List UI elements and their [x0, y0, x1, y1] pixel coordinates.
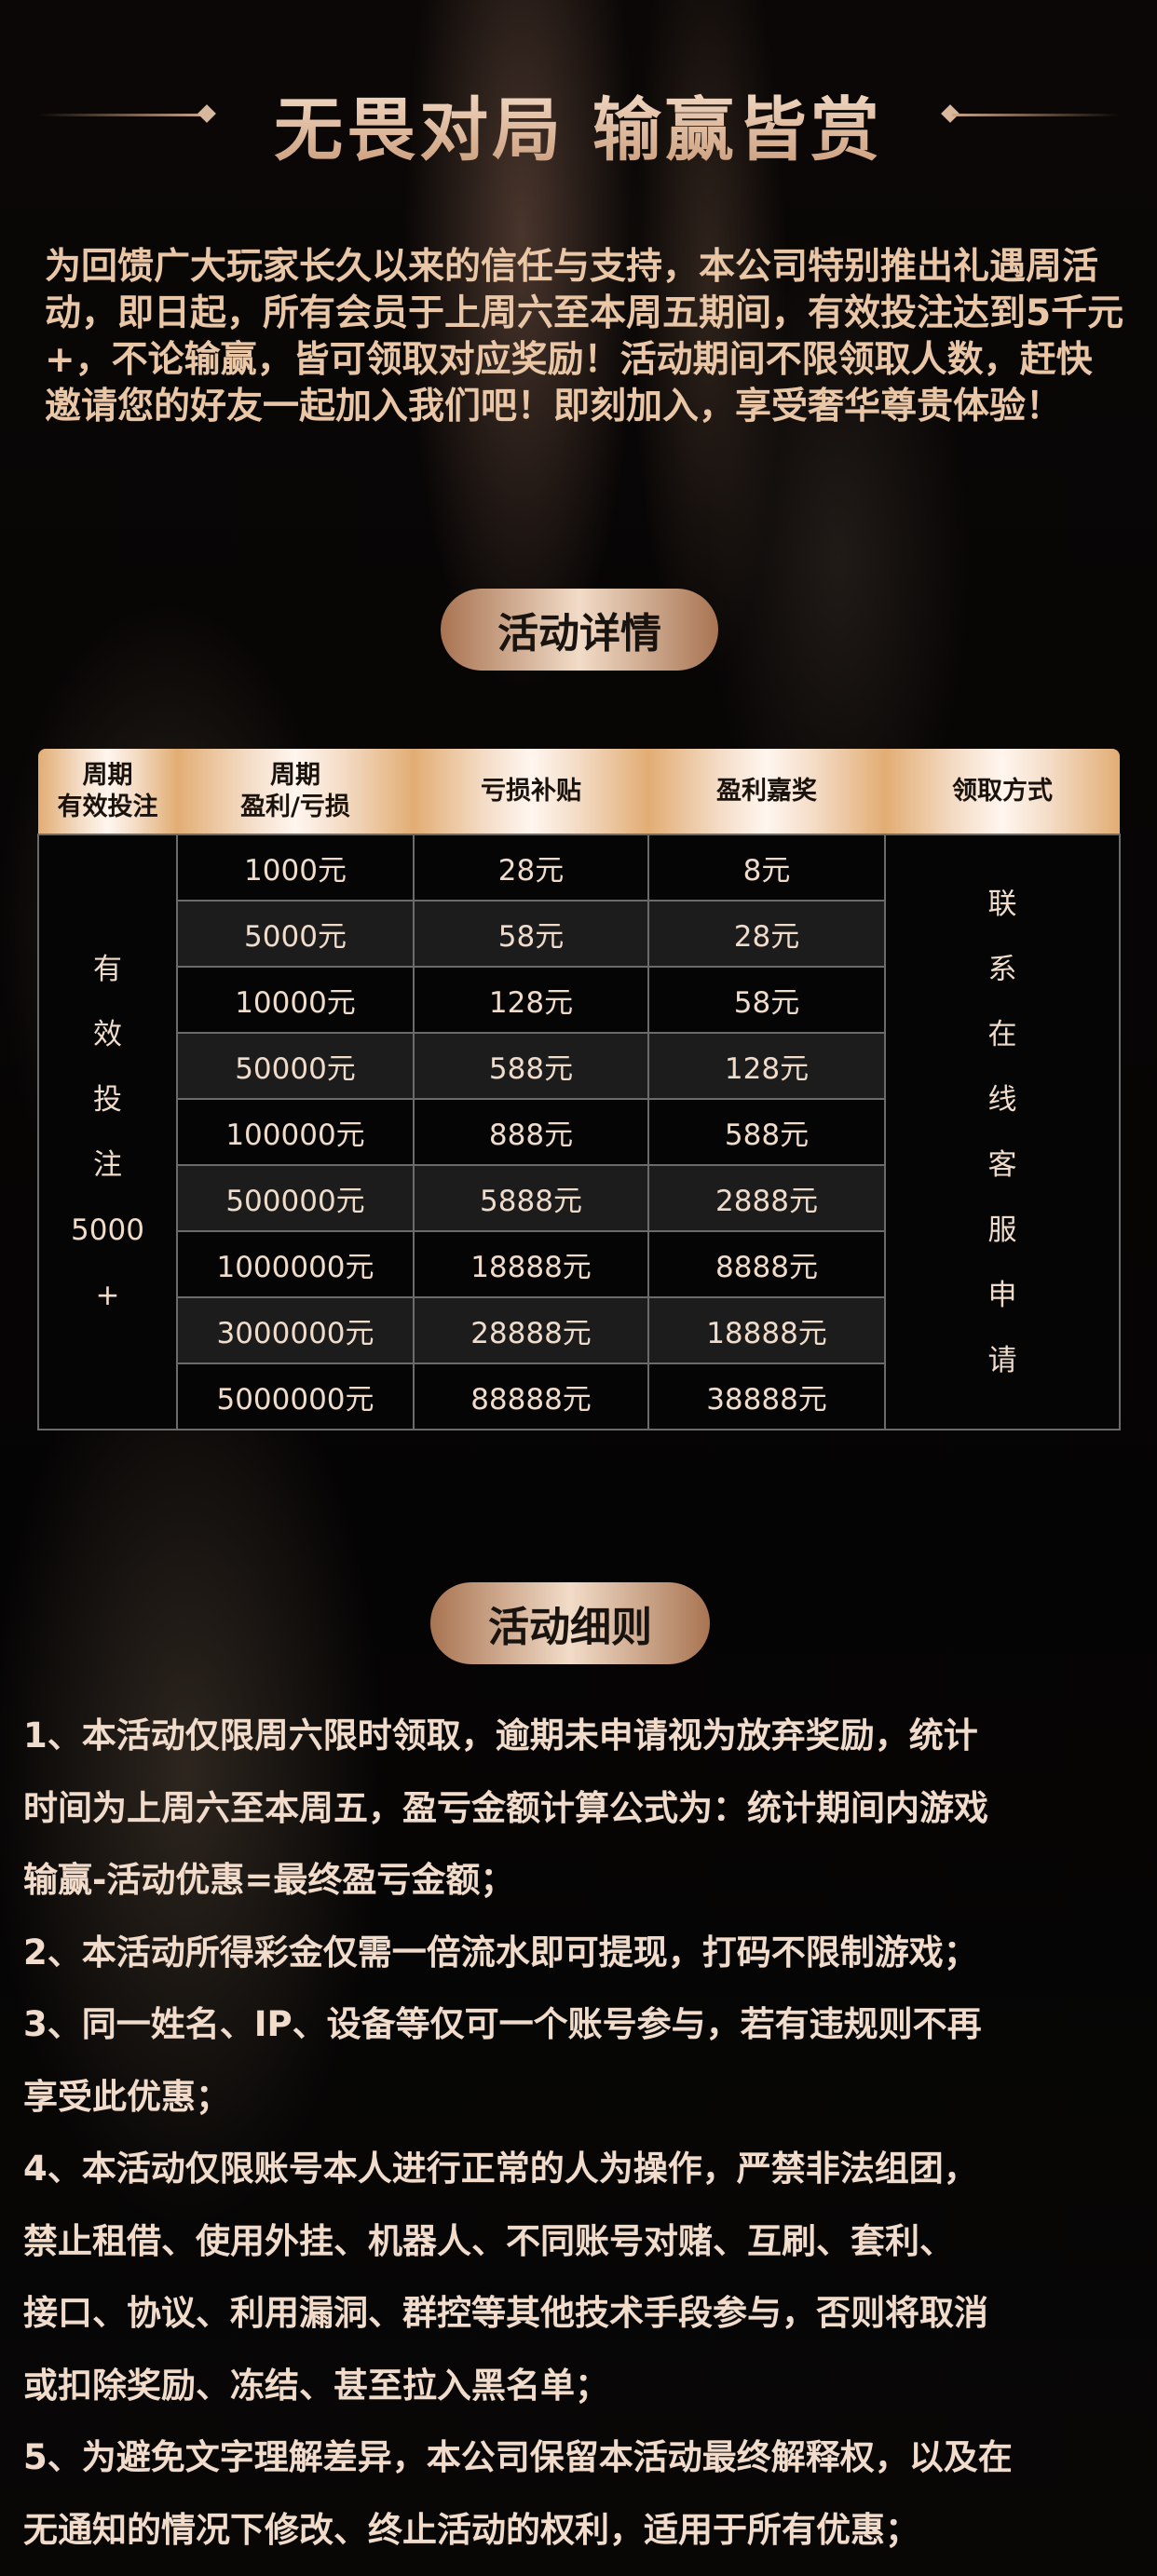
- rules-list: 1、本活动仅限周六限时领取，逾期未申请视为放弃奖励，统计 时间为上周六至本周五，盈…: [23, 1700, 1141, 2566]
- rule-item: 4、本活动仅限账号本人进行正常的人为操作，严禁非法组团， 禁止租借、使用外挂、机器…: [23, 2133, 1141, 2421]
- profit-bonus-cell: 58元: [647, 966, 886, 1034]
- title-divider-right: [952, 114, 1120, 116]
- rule-line: 或扣除奖励、冻结、甚至拉入黑名单；: [23, 2365, 609, 2406]
- profit-loss-cell: 500000元: [176, 1164, 415, 1232]
- table-header-line: 亏损补贴: [481, 776, 581, 806]
- rule-line: 1、本活动仅限周六限时领取，逾期未申请视为放弃奖励，统计: [23, 1715, 978, 1756]
- table-header: 周期 盈利/亏损: [177, 749, 414, 834]
- table-row: 1000000元 18888元 8888元: [38, 1230, 1120, 1298]
- profit-loss-cell: 3000000元: [176, 1296, 415, 1364]
- valid-bet-char: +: [95, 1278, 120, 1312]
- claim-method-char: 在: [987, 1017, 1017, 1051]
- loss-subsidy-cell: 588元: [413, 1032, 649, 1100]
- valid-bet-cell: 有效投注 5000 +: [37, 834, 178, 1430]
- loss-subsidy-cell: 888元: [413, 1098, 649, 1166]
- rule-line: 3、同一姓名、IP、设备等仅可一个账号参与，若有违规则不再: [23, 2004, 982, 2044]
- intro-text: 为回馈广大玩家长久以来的信任与支持，本公司特别推出礼遇周活动，即日起，所有会员于…: [45, 246, 1124, 427]
- table-header: 领取方式: [885, 749, 1120, 834]
- profit-bonus-cell: 8元: [647, 834, 886, 902]
- rule-line: 时间为上周六至本周五，盈亏金额计算公式为：统计期间内游戏: [23, 1787, 988, 1828]
- table-header-line: 盈利/亏损: [240, 792, 350, 821]
- table-row: 5000000元 88888元 38888元: [38, 1363, 1120, 1430]
- table-row: 10000元 128元 58元: [38, 966, 1120, 1034]
- claim-method-char: 服: [987, 1213, 1017, 1247]
- loss-subsidy-cell: 18888元: [413, 1230, 649, 1298]
- profit-bonus-cell: 588元: [647, 1098, 886, 1166]
- profit-bonus-cell: 28元: [647, 900, 886, 968]
- loss-subsidy-cell: 5888元: [413, 1164, 649, 1232]
- loss-subsidy-cell: 28888元: [413, 1296, 649, 1364]
- loss-subsidy-cell: 128元: [413, 966, 649, 1034]
- claim-method-char: 申: [987, 1278, 1017, 1312]
- table-header-line: 周期: [82, 760, 133, 790]
- profit-bonus-cell: 18888元: [647, 1296, 886, 1364]
- table-header-line: 盈利嘉奖: [716, 776, 817, 806]
- page-title: 无畏对局 输赢皆赏: [0, 75, 1157, 174]
- table-header: 盈利嘉奖: [648, 749, 885, 834]
- rule-line: 2、本活动所得彩金仅需一倍流水即可提现，打码不限制游戏；: [23, 1932, 978, 1973]
- loss-subsidy-cell: 58元: [413, 900, 649, 968]
- rule-line: 接口、协议、利用漏洞、群控等其他技术手段参与，否则将取消: [23, 2293, 988, 2333]
- profit-bonus-cell: 2888元: [647, 1164, 886, 1232]
- rule-item: 1、本活动仅限周六限时领取，逾期未申请视为放弃奖励，统计 时间为上周六至本周五，盈…: [23, 1700, 1141, 1917]
- claim-method-char: 客: [987, 1147, 1017, 1182]
- loss-subsidy-cell: 28元: [413, 834, 649, 902]
- reward-table: 周期 有效投注 周期 盈利/亏损 亏损补贴 盈利嘉奖 领取方式 有效投注 5000 +1000元…: [37, 749, 1121, 1430]
- rule-line: 5、为避免文字理解差异，本公司保留本活动最终解释权，以及在: [23, 2437, 1013, 2477]
- claim-method-char: 请: [987, 1343, 1017, 1377]
- table-header: 亏损补贴: [414, 749, 648, 834]
- profit-loss-cell: 5000元: [176, 900, 415, 968]
- profit-bonus-cell: 128元: [647, 1032, 886, 1100]
- rule-line: 输赢-活动优惠=最终盈亏金额；: [23, 1860, 515, 1900]
- rule-item: 5、为避免文字理解差异，本公司保留本活动最终解释权，以及在 无通知的情况下修改、终…: [23, 2421, 1141, 2566]
- table-row: 3000000元 28888元 18888元: [38, 1296, 1120, 1364]
- rule-line: 4、本活动仅限账号本人进行正常的人为操作，严禁非法组团，: [23, 2149, 978, 2189]
- rule-item: 2、本活动所得彩金仅需一倍流水即可提现，打码不限制游戏；: [23, 1917, 1141, 1989]
- valid-bet-char: 注: [93, 1147, 122, 1182]
- claim-method-char: 线: [987, 1082, 1017, 1117]
- rule-line: 禁止租借、使用外挂、机器人、不同账号对赌、互刷、套利、: [23, 2220, 954, 2261]
- valid-bet-char: 5000: [71, 1213, 144, 1247]
- profit-loss-cell: 100000元: [176, 1098, 415, 1166]
- rule-item: 3、同一姓名、IP、设备等仅可一个账号参与，若有违规则不再 享受此优惠；: [23, 1988, 1141, 2133]
- valid-bet-char: 有: [93, 952, 122, 986]
- valid-bet-char: 效: [93, 1017, 122, 1051]
- profit-bonus-cell: 38888元: [647, 1363, 886, 1430]
- table-row: 50000元 588元 128元: [38, 1032, 1120, 1100]
- table-row: 500000元 5888元 2888元: [38, 1164, 1120, 1232]
- table-header-line: 领取方式: [952, 776, 1053, 806]
- table-row: 5000元 58元 28元: [38, 900, 1120, 968]
- table-row: 有效投注 5000 +1000元 28元 8元联系在线客服申请: [37, 834, 1121, 1430]
- details-heading: 活动详情: [441, 589, 718, 671]
- rules-heading: 活动细则: [430, 1582, 710, 1664]
- table-row: 100000元 888元 588元: [38, 1098, 1120, 1166]
- rule-line: 无通知的情况下修改、终止活动的权利，适用于所有优惠；: [23, 2509, 919, 2550]
- profit-loss-cell: 1000元: [176, 834, 415, 902]
- profit-loss-cell: 10000元: [176, 966, 415, 1034]
- profit-loss-cell: 50000元: [176, 1032, 415, 1100]
- title-divider-left: [37, 114, 205, 116]
- valid-bet-char: 投: [93, 1082, 122, 1117]
- table-header: 周期 有效投注: [38, 749, 177, 834]
- loss-subsidy-cell: 88888元: [413, 1363, 649, 1430]
- claim-method-cell: 联系在线客服申请: [884, 834, 1121, 1430]
- rule-line: 享受此优惠；: [23, 2076, 230, 2117]
- profit-loss-cell: 5000000元: [176, 1363, 415, 1430]
- table-header-line: 周期: [270, 760, 320, 790]
- claim-method-char: 联: [987, 887, 1017, 921]
- profit-bonus-cell: 8888元: [647, 1230, 886, 1298]
- claim-method-char: 系: [987, 952, 1017, 986]
- profit-loss-cell: 1000000元: [176, 1230, 415, 1298]
- table-header-line: 有效投注: [57, 792, 158, 821]
